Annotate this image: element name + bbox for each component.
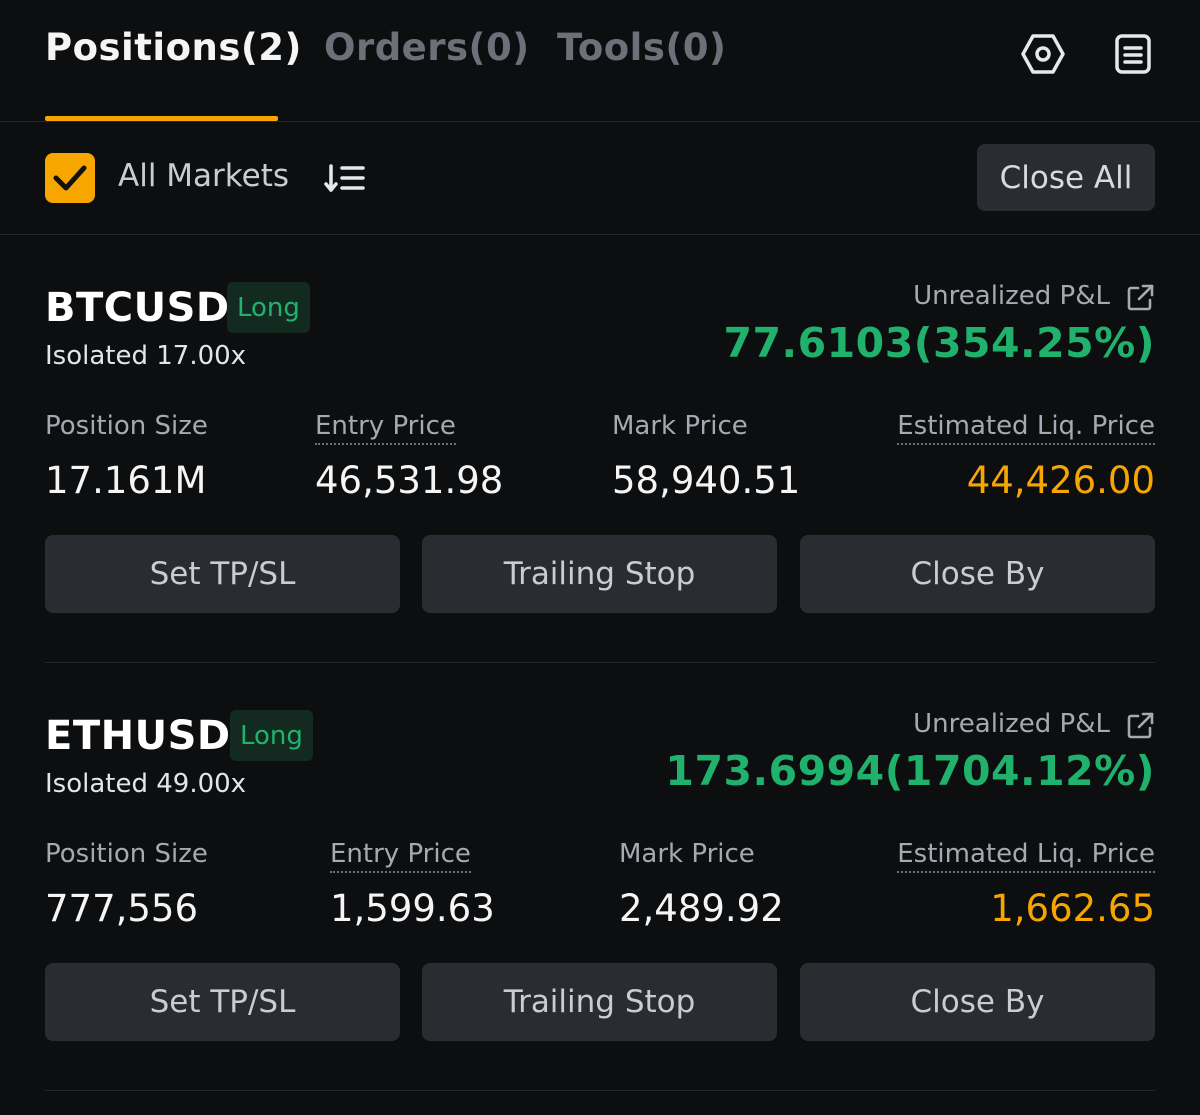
position-symbol[interactable]: BTCUSD	[45, 285, 230, 331]
tab-orders[interactable]: Orders(0)	[324, 26, 530, 69]
unrealized-pnl-label: Unrealized P&L	[913, 281, 1110, 311]
close-by-button[interactable]: Close By	[800, 535, 1155, 613]
position-card-ethusd: ETHUSD Long Isolated 49.00x Unrealized P…	[0, 663, 1200, 1091]
sort-icon[interactable]	[324, 160, 366, 196]
liq-price-value: 1,662.65	[990, 887, 1155, 930]
divider	[45, 1090, 1155, 1091]
liq-price-value: 44,426.00	[966, 459, 1155, 502]
margin-mode[interactable]: Isolated 17.00x	[45, 341, 247, 371]
all-markets-label[interactable]: All Markets	[118, 158, 289, 194]
side-badge: Long	[230, 710, 313, 761]
unrealized-pnl-value: 173.6994(1704.12%)	[665, 747, 1155, 795]
liq-price-label[interactable]: Estimated Liq. Price	[897, 411, 1155, 445]
tab-bar: Positions(2) Orders(0) Tools(0)	[0, 0, 1200, 122]
set-tpsl-button[interactable]: Set TP/SL	[45, 963, 400, 1041]
settings-hexagon-icon[interactable]	[1021, 32, 1065, 76]
set-tpsl-button[interactable]: Set TP/SL	[45, 535, 400, 613]
position-size-value: 17.161M	[45, 459, 207, 502]
position-size-value: 777,556	[45, 887, 199, 930]
mark-price-label: Mark Price	[619, 839, 755, 869]
mark-price-label: Mark Price	[612, 411, 748, 441]
tab-positions[interactable]: Positions(2)	[45, 26, 302, 69]
position-size-label: Position Size	[45, 839, 208, 869]
close-by-button[interactable]: Close By	[800, 963, 1155, 1041]
active-tab-indicator	[45, 116, 278, 121]
entry-price-value: 1,599.63	[330, 887, 495, 930]
all-markets-checkbox[interactable]	[45, 153, 95, 203]
entry-price-label[interactable]: Entry Price	[315, 411, 456, 445]
unrealized-pnl-label: Unrealized P&L	[913, 709, 1110, 739]
document-list-icon[interactable]	[1112, 32, 1156, 76]
position-symbol[interactable]: ETHUSD	[45, 713, 231, 759]
mark-price-value: 58,940.51	[612, 459, 801, 502]
position-card-btcusd: BTCUSD Long Isolated 17.00x Unrealized P…	[0, 235, 1200, 663]
share-external-icon[interactable]	[1125, 283, 1155, 313]
margin-mode[interactable]: Isolated 49.00x	[45, 769, 247, 799]
tab-tools[interactable]: Tools(0)	[557, 26, 727, 69]
filter-bar: All Markets Close All	[0, 122, 1200, 235]
unrealized-pnl-value: 77.6103(354.25%)	[723, 319, 1155, 367]
side-badge: Long	[227, 282, 310, 333]
entry-price-label[interactable]: Entry Price	[330, 839, 471, 873]
checkmark-icon	[53, 165, 87, 191]
entry-price-value: 46,531.98	[315, 459, 504, 502]
liq-price-label[interactable]: Estimated Liq. Price	[897, 839, 1155, 873]
close-all-button[interactable]: Close All	[977, 144, 1155, 211]
mark-price-value: 2,489.92	[619, 887, 784, 930]
trailing-stop-button[interactable]: Trailing Stop	[422, 535, 777, 613]
divider	[45, 662, 1155, 663]
share-external-icon[interactable]	[1125, 711, 1155, 741]
position-size-label: Position Size	[45, 411, 208, 441]
trailing-stop-button[interactable]: Trailing Stop	[422, 963, 777, 1041]
